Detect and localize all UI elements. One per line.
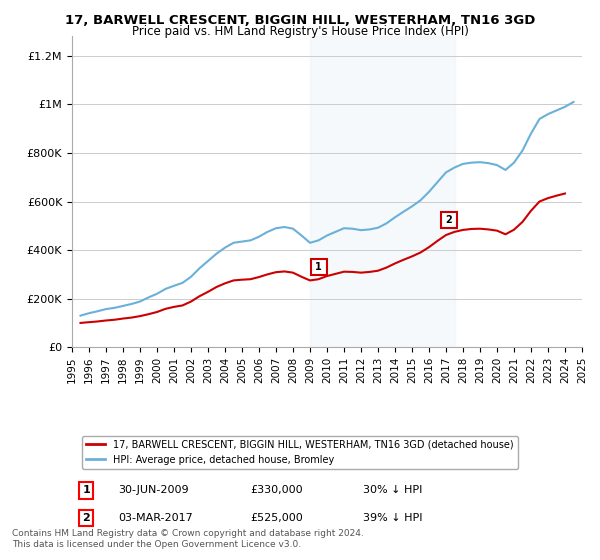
Text: 2: 2 — [446, 214, 452, 225]
Text: 2: 2 — [82, 513, 90, 523]
Text: Contains HM Land Registry data © Crown copyright and database right 2024.
This d: Contains HM Land Registry data © Crown c… — [12, 529, 364, 549]
Text: 30-JUN-2009: 30-JUN-2009 — [118, 485, 188, 495]
Text: 03-MAR-2017: 03-MAR-2017 — [118, 513, 193, 523]
Text: Price paid vs. HM Land Registry's House Price Index (HPI): Price paid vs. HM Land Registry's House … — [131, 25, 469, 38]
Text: £525,000: £525,000 — [251, 513, 303, 523]
Text: £330,000: £330,000 — [251, 485, 303, 495]
Bar — [310, 36, 455, 347]
Text: 1: 1 — [82, 485, 90, 495]
Legend: 17, BARWELL CRESCENT, BIGGIN HILL, WESTERHAM, TN16 3GD (detached house), HPI: Av: 17, BARWELL CRESCENT, BIGGIN HILL, WESTE… — [82, 436, 518, 469]
Text: 39% ↓ HPI: 39% ↓ HPI — [362, 513, 422, 523]
Text: 1: 1 — [315, 262, 322, 272]
Text: 17, BARWELL CRESCENT, BIGGIN HILL, WESTERHAM, TN16 3GD: 17, BARWELL CRESCENT, BIGGIN HILL, WESTE… — [65, 14, 535, 27]
Text: 30% ↓ HPI: 30% ↓ HPI — [362, 485, 422, 495]
